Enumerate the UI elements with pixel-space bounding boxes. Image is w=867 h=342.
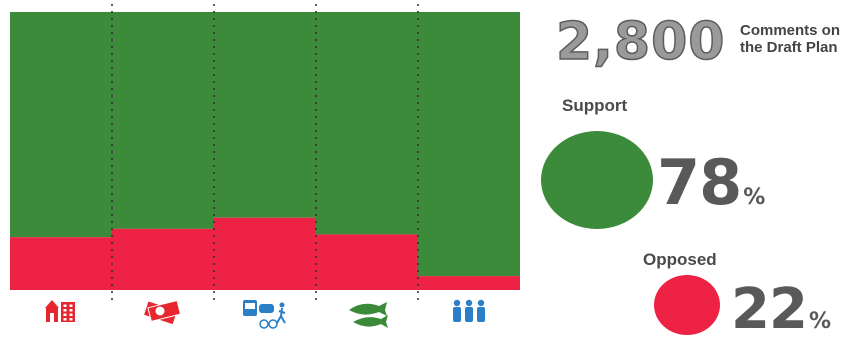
opposed-circle xyxy=(654,275,720,335)
transit-car-bike-pedestrian-icon xyxy=(243,300,286,329)
support-bar-segment xyxy=(112,12,214,229)
person-body xyxy=(453,307,461,322)
fish-icon xyxy=(349,302,388,328)
comments-caption-line2: the Draft Plan xyxy=(740,39,838,56)
money-icon xyxy=(144,299,182,325)
building-window xyxy=(63,313,67,316)
opposed-bar-segment xyxy=(316,234,418,290)
comments-caption: Comments on the Draft Plan xyxy=(740,22,865,56)
opposed-percentage-number: 22 xyxy=(731,277,808,342)
house-door xyxy=(50,313,54,322)
support-circle xyxy=(541,131,653,229)
building-window xyxy=(69,304,73,307)
person-head xyxy=(453,299,461,307)
building-body xyxy=(61,302,75,322)
opposed-percentage-symbol: % xyxy=(808,309,831,334)
building-window xyxy=(63,304,67,307)
pedestrian-head xyxy=(279,302,285,308)
support-bar-segment xyxy=(214,12,316,218)
bus-window xyxy=(245,303,255,309)
support-label: Support xyxy=(562,96,628,115)
person-head xyxy=(477,299,485,307)
support-bar-segment xyxy=(10,12,112,238)
fish-bottom xyxy=(353,315,388,328)
car-body xyxy=(259,304,274,313)
building-window xyxy=(69,313,73,316)
building-window xyxy=(69,318,73,321)
person-body xyxy=(465,307,473,322)
opposed-label: Opposed xyxy=(643,250,717,269)
total-comments-count: 2,800 xyxy=(555,11,726,73)
fish-top xyxy=(349,302,387,316)
house-building-icon xyxy=(45,300,75,322)
opposed-bar-segment xyxy=(112,228,214,290)
bike-wheel-front xyxy=(268,319,278,329)
building-window xyxy=(63,318,67,321)
opposed-bar-segment xyxy=(214,217,316,290)
building-window xyxy=(63,309,67,312)
building-window xyxy=(69,309,73,312)
house-roof xyxy=(45,300,59,308)
support-bar-segment xyxy=(316,12,418,235)
people-icon xyxy=(453,299,485,322)
support-bar-segment xyxy=(418,12,520,277)
pedestrian-body xyxy=(276,307,286,324)
opposed-bar-segment xyxy=(418,276,520,290)
comments-caption-line1: Comments on xyxy=(740,22,841,39)
person-head xyxy=(465,299,473,307)
support-percentage-number: 78 xyxy=(657,146,742,219)
stacked-bar-chart xyxy=(10,4,520,329)
opposed-percentage: 22% xyxy=(731,282,831,338)
opposed-bar-segment xyxy=(10,237,112,290)
bike-wheel-rear xyxy=(259,319,269,329)
support-percentage: 78% xyxy=(657,152,765,214)
support-percentage-symbol: % xyxy=(743,185,766,210)
money-coin-mark xyxy=(155,306,165,316)
person-body xyxy=(477,307,485,322)
